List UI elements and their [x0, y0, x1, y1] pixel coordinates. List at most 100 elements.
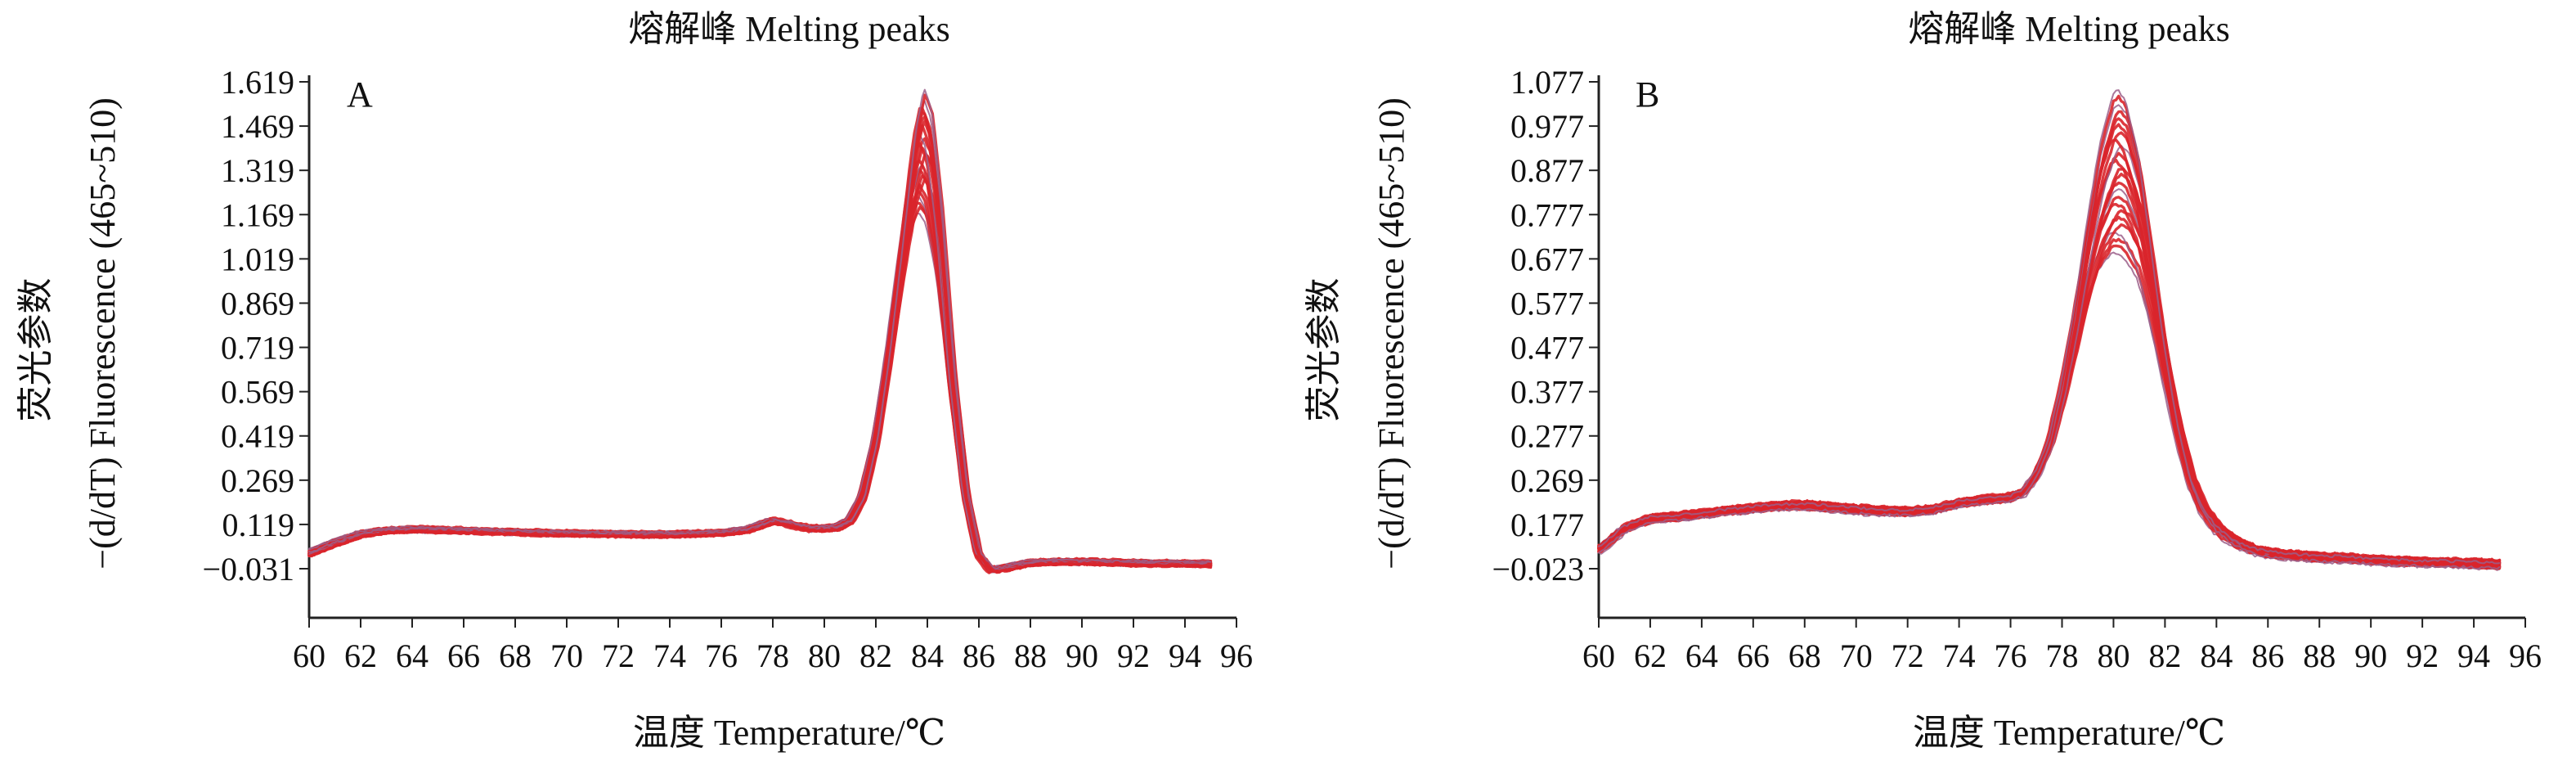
y-axis-label-en: −(d/dT) Fluorescence (465~510)	[1371, 97, 1411, 569]
y-tick-label: 1.019	[221, 241, 294, 277]
melting-curve	[1597, 138, 2502, 570]
melting-curve	[1597, 94, 2502, 565]
melting-curve	[307, 93, 1213, 573]
x-tick-label: 80	[2097, 637, 2129, 674]
x-axis-label: 温度 Temperature/℃	[1913, 713, 2225, 753]
x-tick-label: 60	[293, 637, 325, 674]
melting-curve	[1598, 251, 2501, 565]
y-tick-label: 0.577	[1510, 285, 1584, 322]
melting-curve	[308, 196, 1212, 569]
x-tick-label: 76	[1995, 637, 2027, 674]
y-axis-label-cn: 荧光参数	[16, 278, 56, 422]
x-tick-label: 68	[1788, 637, 1821, 674]
panel-letter: A	[347, 74, 373, 115]
y-tick-label: 0.269	[221, 462, 294, 499]
y-axis-label-cn: 荧光参数	[1304, 278, 1344, 422]
melting-curve	[307, 178, 1213, 573]
x-tick-label: 70	[1840, 637, 1873, 674]
x-tick-label: 84	[2200, 637, 2233, 674]
chart-panel-b: 熔解峰 Melting peaks B −(d/dT) Fluorescence (…	[1304, 9, 2542, 753]
melting-curve	[1597, 237, 2502, 567]
melting-curve	[307, 124, 1213, 571]
melting-curve	[307, 168, 1213, 574]
melting-curve	[307, 146, 1213, 569]
x-tick-label: 94	[2457, 637, 2490, 674]
melting-curve	[308, 164, 1212, 574]
melting-curve	[307, 191, 1213, 570]
x-tick-label: 96	[1220, 637, 1253, 674]
x-tick-label: 86	[2251, 637, 2284, 674]
melting-curve	[307, 174, 1213, 571]
x-tick-label: 92	[1117, 637, 1150, 674]
x-tick-label: 94	[1169, 637, 1201, 674]
curve-group	[1597, 89, 2502, 571]
x-tick-label: 66	[1737, 637, 1770, 674]
x-tick-label: 84	[911, 637, 944, 674]
y-tick-label: 1.169	[221, 196, 294, 233]
x-tick-label: 64	[1685, 637, 1718, 674]
x-tick-label: 66	[447, 637, 480, 674]
y-tick-label: 0.177	[1510, 507, 1584, 543]
x-tick-label: 90	[2354, 637, 2387, 674]
melting-curve	[1597, 151, 2502, 569]
y-tick-label: 0.777	[1510, 196, 1584, 233]
melting-curve	[1598, 232, 2501, 571]
chart-panel-a: 熔解峰 Melting peaks A −(d/dT) Fluorescence (…	[16, 9, 1253, 753]
x-tick-label: 72	[602, 637, 635, 674]
melting-curve	[1598, 89, 2501, 565]
melting-curve	[1597, 117, 2502, 564]
x-tick-label: 64	[396, 637, 429, 674]
y-tick-label: 0.877	[1510, 152, 1584, 189]
x-tick-label: 86	[963, 637, 995, 674]
y-tick-label: 0.677	[1510, 241, 1584, 277]
x-tick-label: 82	[859, 637, 892, 674]
curve-group	[307, 88, 1213, 574]
melting-curve	[1597, 168, 2502, 566]
x-tick-label: 78	[2046, 637, 2079, 674]
x-tick-label: 70	[550, 637, 583, 674]
y-tick-label: 0.569	[221, 374, 294, 411]
x-tick-label: 74	[1943, 637, 1976, 674]
melting-curve	[307, 159, 1213, 574]
y-tick-label: 1.469	[221, 108, 294, 145]
x-tick-label: 76	[705, 637, 738, 674]
y-tick-label: 0.869	[221, 285, 294, 322]
x-tick-label: 88	[1014, 637, 1047, 674]
x-axis-label: 温度 Temperature/℃	[633, 713, 945, 753]
melting-curve	[308, 100, 1212, 572]
melting-curve	[1597, 110, 2502, 565]
y-tick-label: 0.377	[1510, 374, 1584, 411]
melting-curve	[307, 111, 1213, 573]
melting-curve	[1597, 244, 2502, 567]
melting-curve	[1597, 123, 2502, 570]
y-tick-label: 0.119	[222, 507, 294, 543]
y-tick-label: 1.077	[1510, 64, 1584, 101]
chart-title: 熔解峰 Melting peaks	[628, 9, 950, 49]
melting-curve	[307, 106, 1213, 571]
y-tick-label: 1.319	[221, 152, 294, 189]
x-tick-label: 90	[1066, 637, 1098, 674]
melting-curve	[307, 119, 1213, 574]
x-tick-label: 80	[808, 637, 841, 674]
x-tick-label: 62	[1634, 637, 1667, 674]
y-tick-label: 0.977	[1510, 108, 1584, 145]
y-tick-label: 0.419	[221, 418, 294, 455]
panel-letter: B	[1636, 74, 1659, 115]
melting-curve	[307, 201, 1213, 572]
melting-curve	[1598, 104, 2501, 570]
x-tick-label: 68	[499, 637, 532, 674]
melting-curve	[307, 183, 1213, 572]
melting-curve	[1597, 131, 2502, 570]
x-tick-label: 60	[1582, 637, 1615, 674]
x-tick-label: 92	[2406, 637, 2439, 674]
x-tick-label: 88	[2303, 637, 2336, 674]
y-tick-label: 0.269	[1510, 462, 1584, 499]
y-tick-label: 0.477	[1510, 330, 1584, 367]
x-tick-label: 72	[1892, 637, 1924, 674]
x-tick-label: 62	[344, 637, 377, 674]
melting-curve	[1597, 173, 2502, 564]
chart-title: 熔解峰 Melting peaks	[1908, 9, 2230, 49]
melting-curve	[307, 205, 1213, 570]
melting-curve	[307, 142, 1213, 572]
